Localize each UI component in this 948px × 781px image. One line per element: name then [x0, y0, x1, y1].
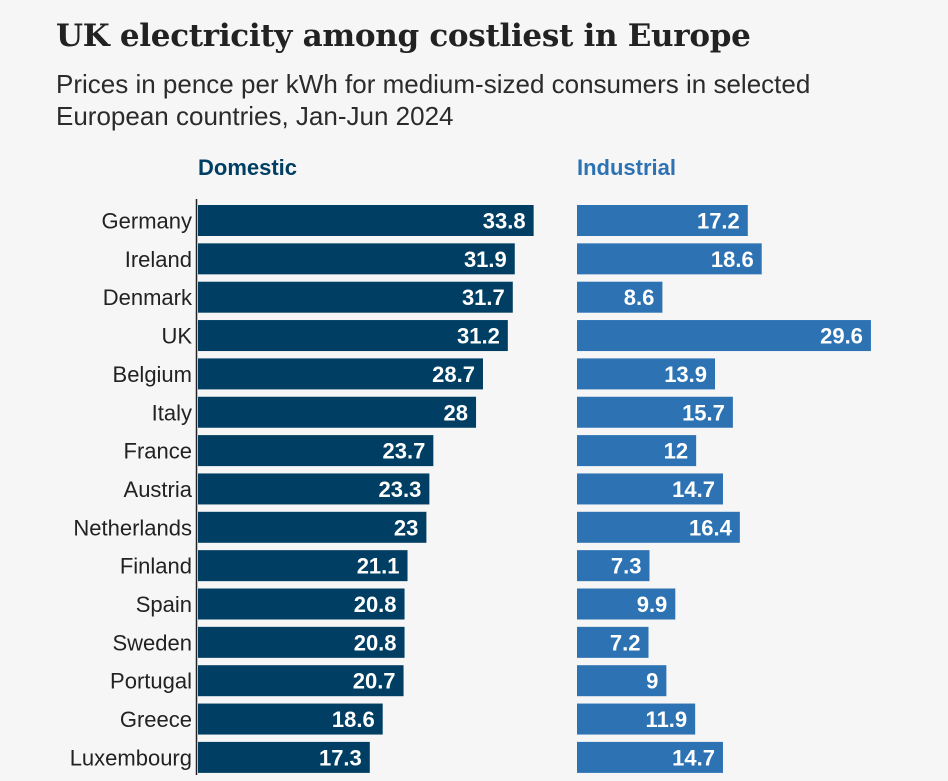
category-label: Ireland: [125, 247, 192, 272]
industrial-series-header: Industrial: [577, 155, 677, 180]
domestic-bar: [198, 358, 483, 390]
category-label: Germany: [102, 209, 192, 234]
category-label: UK: [161, 324, 192, 349]
industrial-value-label: 11.9: [646, 707, 688, 732]
industrial-bar: [577, 550, 650, 582]
domestic-value-label: 20.8: [354, 592, 397, 617]
chart-title: UK electricity among costliest in Europe: [56, 18, 751, 54]
industrial-value-label: 7.3: [611, 554, 642, 579]
industrial-value-label: 13.9: [664, 362, 707, 387]
domestic-bar: [198, 550, 408, 582]
industrial-value-label: 16.4: [689, 515, 733, 540]
domestic-value-label: 23.7: [383, 439, 426, 464]
industrial-bar: [577, 358, 716, 390]
industrial-value-label: 15.7: [682, 400, 725, 425]
industrial-bar: [577, 665, 667, 697]
category-label: Finland: [120, 554, 192, 579]
industrial-bar: [577, 588, 676, 620]
domestic-value-label: 31.7: [462, 285, 505, 310]
domestic-value-label: 18.6: [332, 707, 375, 732]
category-label: Greece: [120, 707, 192, 732]
domestic-value-label: 28.7: [432, 362, 475, 387]
industrial-bar: [577, 626, 649, 658]
domestic-bar: [198, 396, 477, 428]
category-label: Denmark: [103, 285, 193, 310]
industrial-bar: [577, 703, 696, 735]
domestic-value-label: 31.2: [457, 324, 500, 349]
industrial-value-label: 14.7: [672, 477, 715, 502]
domestic-value-label: 20.7: [353, 669, 396, 694]
category-label: Italy: [152, 400, 192, 425]
domestic-bar: [198, 741, 370, 773]
industrial-value-label: 7.2: [610, 630, 641, 655]
industrial-bar: [577, 741, 723, 773]
industrial-value-label: 9: [646, 669, 658, 694]
industrial-value-label: 29.6: [820, 324, 863, 349]
industrial-bar: [577, 435, 697, 467]
domestic-bar: [198, 320, 508, 352]
industrial-bar: [577, 511, 740, 543]
domestic-bar: [198, 473, 430, 505]
domestic-bar: [198, 703, 383, 735]
domestic-bar: [198, 243, 515, 275]
domestic-bar: [198, 435, 434, 467]
chart-subtitle: Prices in pence per kWh for medium-sized…: [56, 69, 811, 131]
industrial-bar: [577, 281, 663, 313]
domestic-bar: [198, 205, 534, 236]
domestic-value-label: 31.9: [464, 247, 507, 272]
industrial-bar: [577, 473, 723, 505]
category-label: Portugal: [110, 669, 192, 694]
domestic-value-label: 17.3: [319, 745, 362, 770]
domestic-bar: [198, 511, 427, 543]
industrial-bar: [577, 243, 762, 275]
industrial-bar: [577, 320, 871, 352]
domestic-value-label: 23: [394, 515, 418, 540]
category-label: Netherlands: [73, 515, 192, 540]
category-label: Spain: [136, 592, 192, 617]
industrial-value-label: 9.9: [637, 592, 668, 617]
domestic-series-header: Domestic: [198, 155, 298, 180]
category-label: Luxembourg: [70, 745, 192, 770]
industrial-value-label: 18.6: [711, 247, 754, 272]
domestic-bar: [198, 588, 405, 620]
category-label: Sweden: [112, 630, 192, 655]
domestic-bar: [198, 626, 405, 658]
category-label: Belgium: [113, 362, 192, 387]
domestic-bar: [198, 665, 404, 697]
industrial-value-label: 14.7: [672, 745, 715, 770]
industrial-value-label: 12: [664, 439, 688, 464]
domestic-value-label: 28: [444, 400, 468, 425]
domestic-value-label: 33.8: [483, 209, 526, 234]
domestic-value-label: 21.1: [357, 554, 400, 579]
industrial-bar: [577, 205, 748, 236]
category-label: Austria: [124, 477, 193, 502]
category-label: France: [124, 439, 192, 464]
industrial-value-label: 17.2: [697, 209, 740, 234]
domestic-bar: [198, 281, 513, 313]
industrial-bar: [577, 396, 733, 428]
domestic-value-label: 20.8: [354, 630, 397, 655]
industrial-value-label: 8.6: [624, 285, 655, 310]
domestic-value-label: 23.3: [379, 477, 422, 502]
